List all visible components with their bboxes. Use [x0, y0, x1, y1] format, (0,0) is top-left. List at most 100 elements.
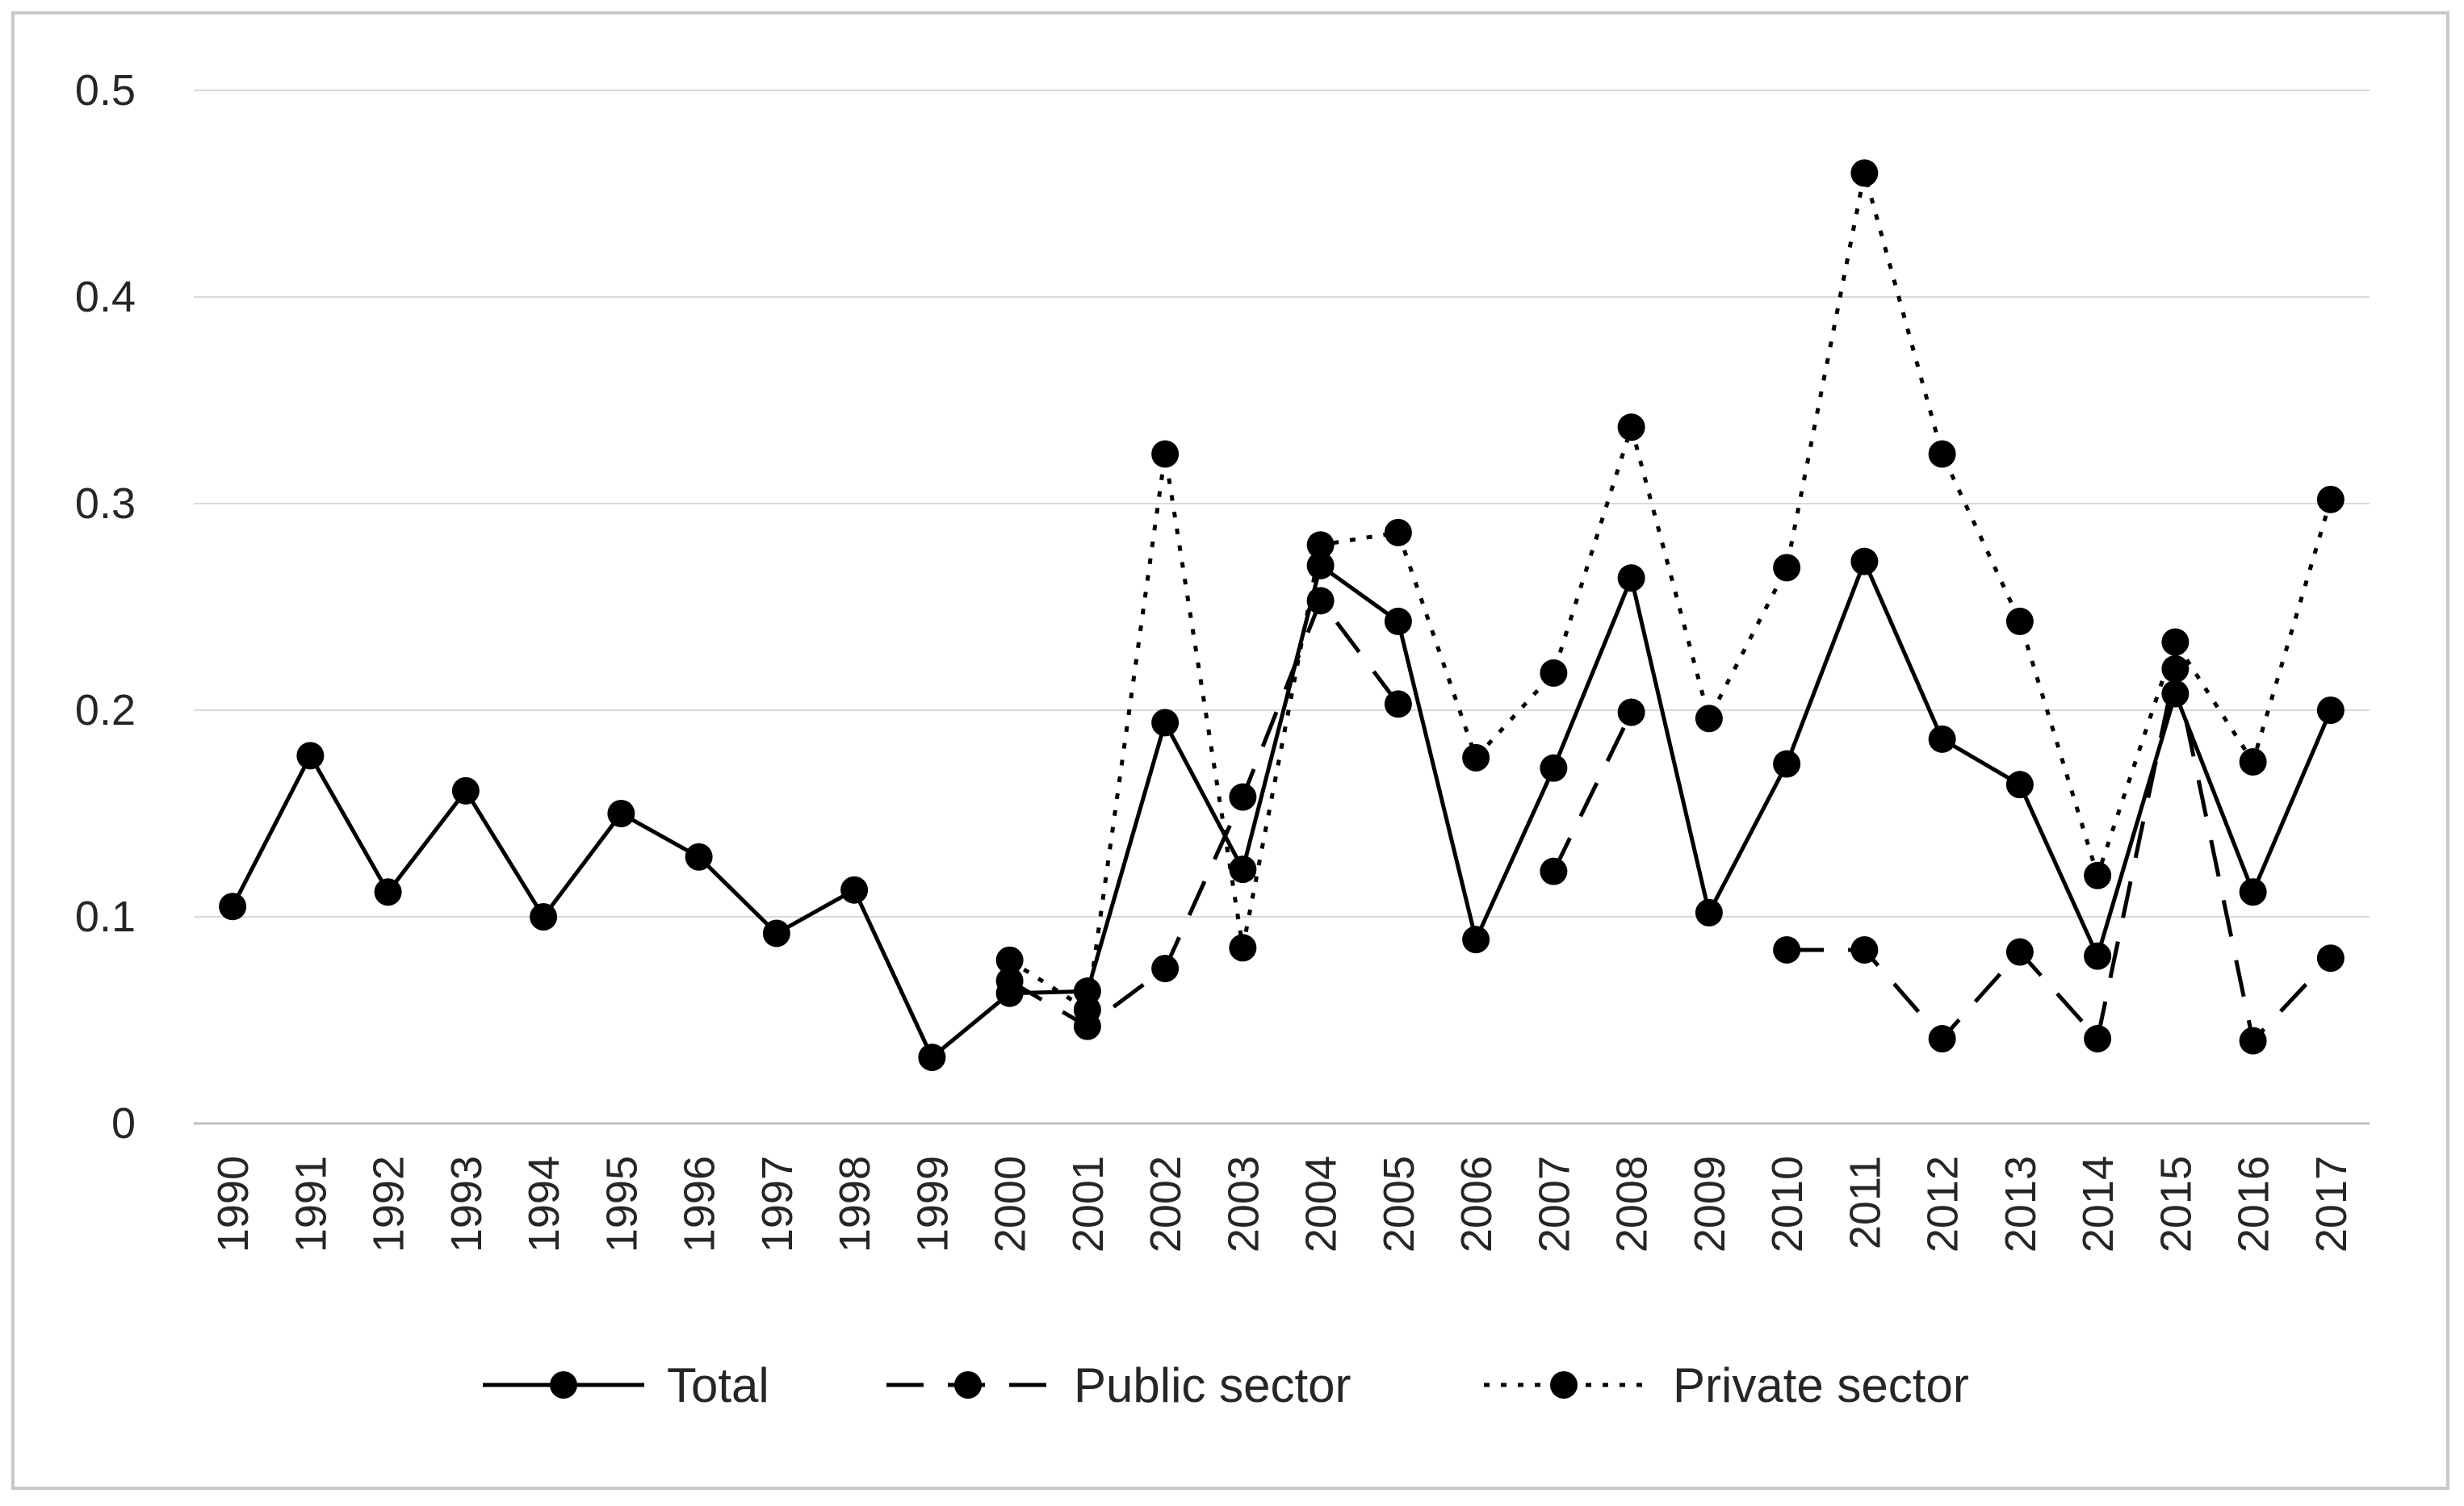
- series-group: [219, 159, 2345, 1072]
- x-tick-label: 2017: [2307, 1156, 2356, 1253]
- data-point: [1773, 935, 1801, 964]
- x-tick-label: 2004: [1297, 1156, 1346, 1253]
- data-point: [1773, 750, 1801, 778]
- x-axis-ticks: 1990 1991 1992 1993 1994 1995 1996 1997 1998 1999…: [209, 1156, 2356, 1253]
- data-point: [1151, 440, 1180, 468]
- x-tick-label: 2008: [1608, 1156, 1657, 1253]
- data-point: [1773, 554, 1801, 582]
- data-point: [1384, 607, 1412, 635]
- data-point: [296, 742, 325, 770]
- x-tick-label: 2007: [1530, 1156, 1578, 1253]
- data-point: [1540, 659, 1568, 687]
- data-point: [2084, 942, 2112, 970]
- legend-label: Public sector: [1074, 1358, 1351, 1412]
- y-tick-label: 0.2: [75, 686, 136, 734]
- data-point: [2084, 861, 2112, 889]
- data-point: [1540, 754, 1568, 782]
- data-point: [451, 776, 480, 805]
- data-point: [2161, 655, 2190, 683]
- x-tick-label: 2010: [1763, 1156, 1812, 1253]
- legend-marker: [954, 1371, 982, 1399]
- data-point: [1617, 698, 1645, 726]
- data-point: [1850, 935, 1879, 964]
- legend-marker: [1550, 1371, 1578, 1399]
- data-point: [2084, 1025, 2112, 1053]
- y-tick-label: 0.4: [75, 273, 136, 321]
- data-point: [1306, 551, 1335, 579]
- data-point: [995, 946, 1024, 974]
- data-point: [1306, 587, 1335, 615]
- data-point: [840, 876, 869, 904]
- x-tick-label: 1995: [597, 1156, 646, 1253]
- data-point: [2239, 878, 2267, 906]
- data-point: [1462, 926, 1490, 954]
- data-point: [918, 1044, 946, 1072]
- legend-item-total: Total: [483, 1358, 769, 1412]
- data-point: [1229, 934, 1257, 962]
- data-point: [530, 903, 558, 931]
- data-point: [1928, 1025, 1956, 1053]
- data-point: [2161, 680, 2190, 708]
- data-point: [1695, 898, 1723, 927]
- data-point: [2316, 485, 2345, 513]
- data-point: [2005, 607, 2034, 635]
- data-point: [1229, 783, 1257, 811]
- series-total: [219, 547, 2345, 1072]
- x-tick-label: 2000: [987, 1156, 1035, 1253]
- data-point: [2316, 944, 2345, 973]
- x-tick-label: 1990: [209, 1156, 258, 1253]
- x-tick-label: 2009: [1686, 1156, 1734, 1253]
- data-point: [1151, 955, 1180, 982]
- data-point: [1151, 709, 1180, 737]
- data-point: [995, 967, 1024, 995]
- x-tick-label: 2006: [1452, 1156, 1501, 1253]
- series-line: [1008, 170, 2333, 1012]
- data-point: [1462, 743, 1490, 772]
- series-line: [230, 559, 2333, 1060]
- data-point: [1928, 440, 1956, 468]
- data-point: [1306, 531, 1335, 559]
- gridlines: [194, 90, 2370, 1125]
- x-tick-label: 1996: [676, 1156, 724, 1253]
- data-point: [2005, 771, 2034, 799]
- legend-label: Total: [667, 1358, 769, 1412]
- x-tick-label: 2002: [1142, 1156, 1190, 1253]
- series-line: [1008, 598, 2332, 1044]
- data-point: [219, 893, 247, 921]
- x-tick-label: 2015: [2152, 1156, 2200, 1253]
- y-tick-label: 0.1: [75, 893, 136, 941]
- data-point: [1695, 705, 1723, 733]
- x-tick-label: 1997: [753, 1156, 802, 1253]
- x-tick-label: 2011: [1841, 1156, 1889, 1249]
- y-tick-label: 0.3: [75, 479, 136, 528]
- data-point: [1617, 413, 1645, 441]
- x-tick-label: 1998: [831, 1156, 879, 1253]
- x-tick-label: 1991: [287, 1156, 335, 1253]
- legend-marker: [550, 1371, 577, 1399]
- data-point: [374, 878, 402, 906]
- data-point: [2316, 697, 2345, 724]
- x-tick-label: 2016: [2230, 1156, 2278, 1253]
- data-point: [1073, 996, 1101, 1024]
- x-tick-label: 2013: [1997, 1156, 2045, 1253]
- data-point: [2005, 938, 2034, 966]
- data-point: [1384, 690, 1412, 718]
- series-public-sector: [995, 587, 2345, 1055]
- legend-label: Private sector: [1673, 1358, 1969, 1412]
- data-point: [1384, 518, 1412, 546]
- legend: Total Public sector Private sector: [483, 1358, 1969, 1412]
- x-tick-label: 2014: [2074, 1156, 2122, 1253]
- x-tick-label: 1993: [442, 1156, 491, 1253]
- legend-item-private-sector: Private sector: [1484, 1358, 1969, 1412]
- series-private-sector: [995, 159, 2345, 1024]
- x-tick-label: 2005: [1375, 1156, 1423, 1253]
- data-point: [2239, 748, 2267, 776]
- data-point: [1850, 547, 1879, 575]
- x-tick-label: 1992: [365, 1156, 413, 1253]
- legend-item-public-sector: Public sector: [886, 1358, 1351, 1412]
- data-point: [762, 919, 790, 948]
- data-point: [2161, 628, 2190, 656]
- data-point: [685, 843, 713, 871]
- data-point: [1540, 857, 1568, 885]
